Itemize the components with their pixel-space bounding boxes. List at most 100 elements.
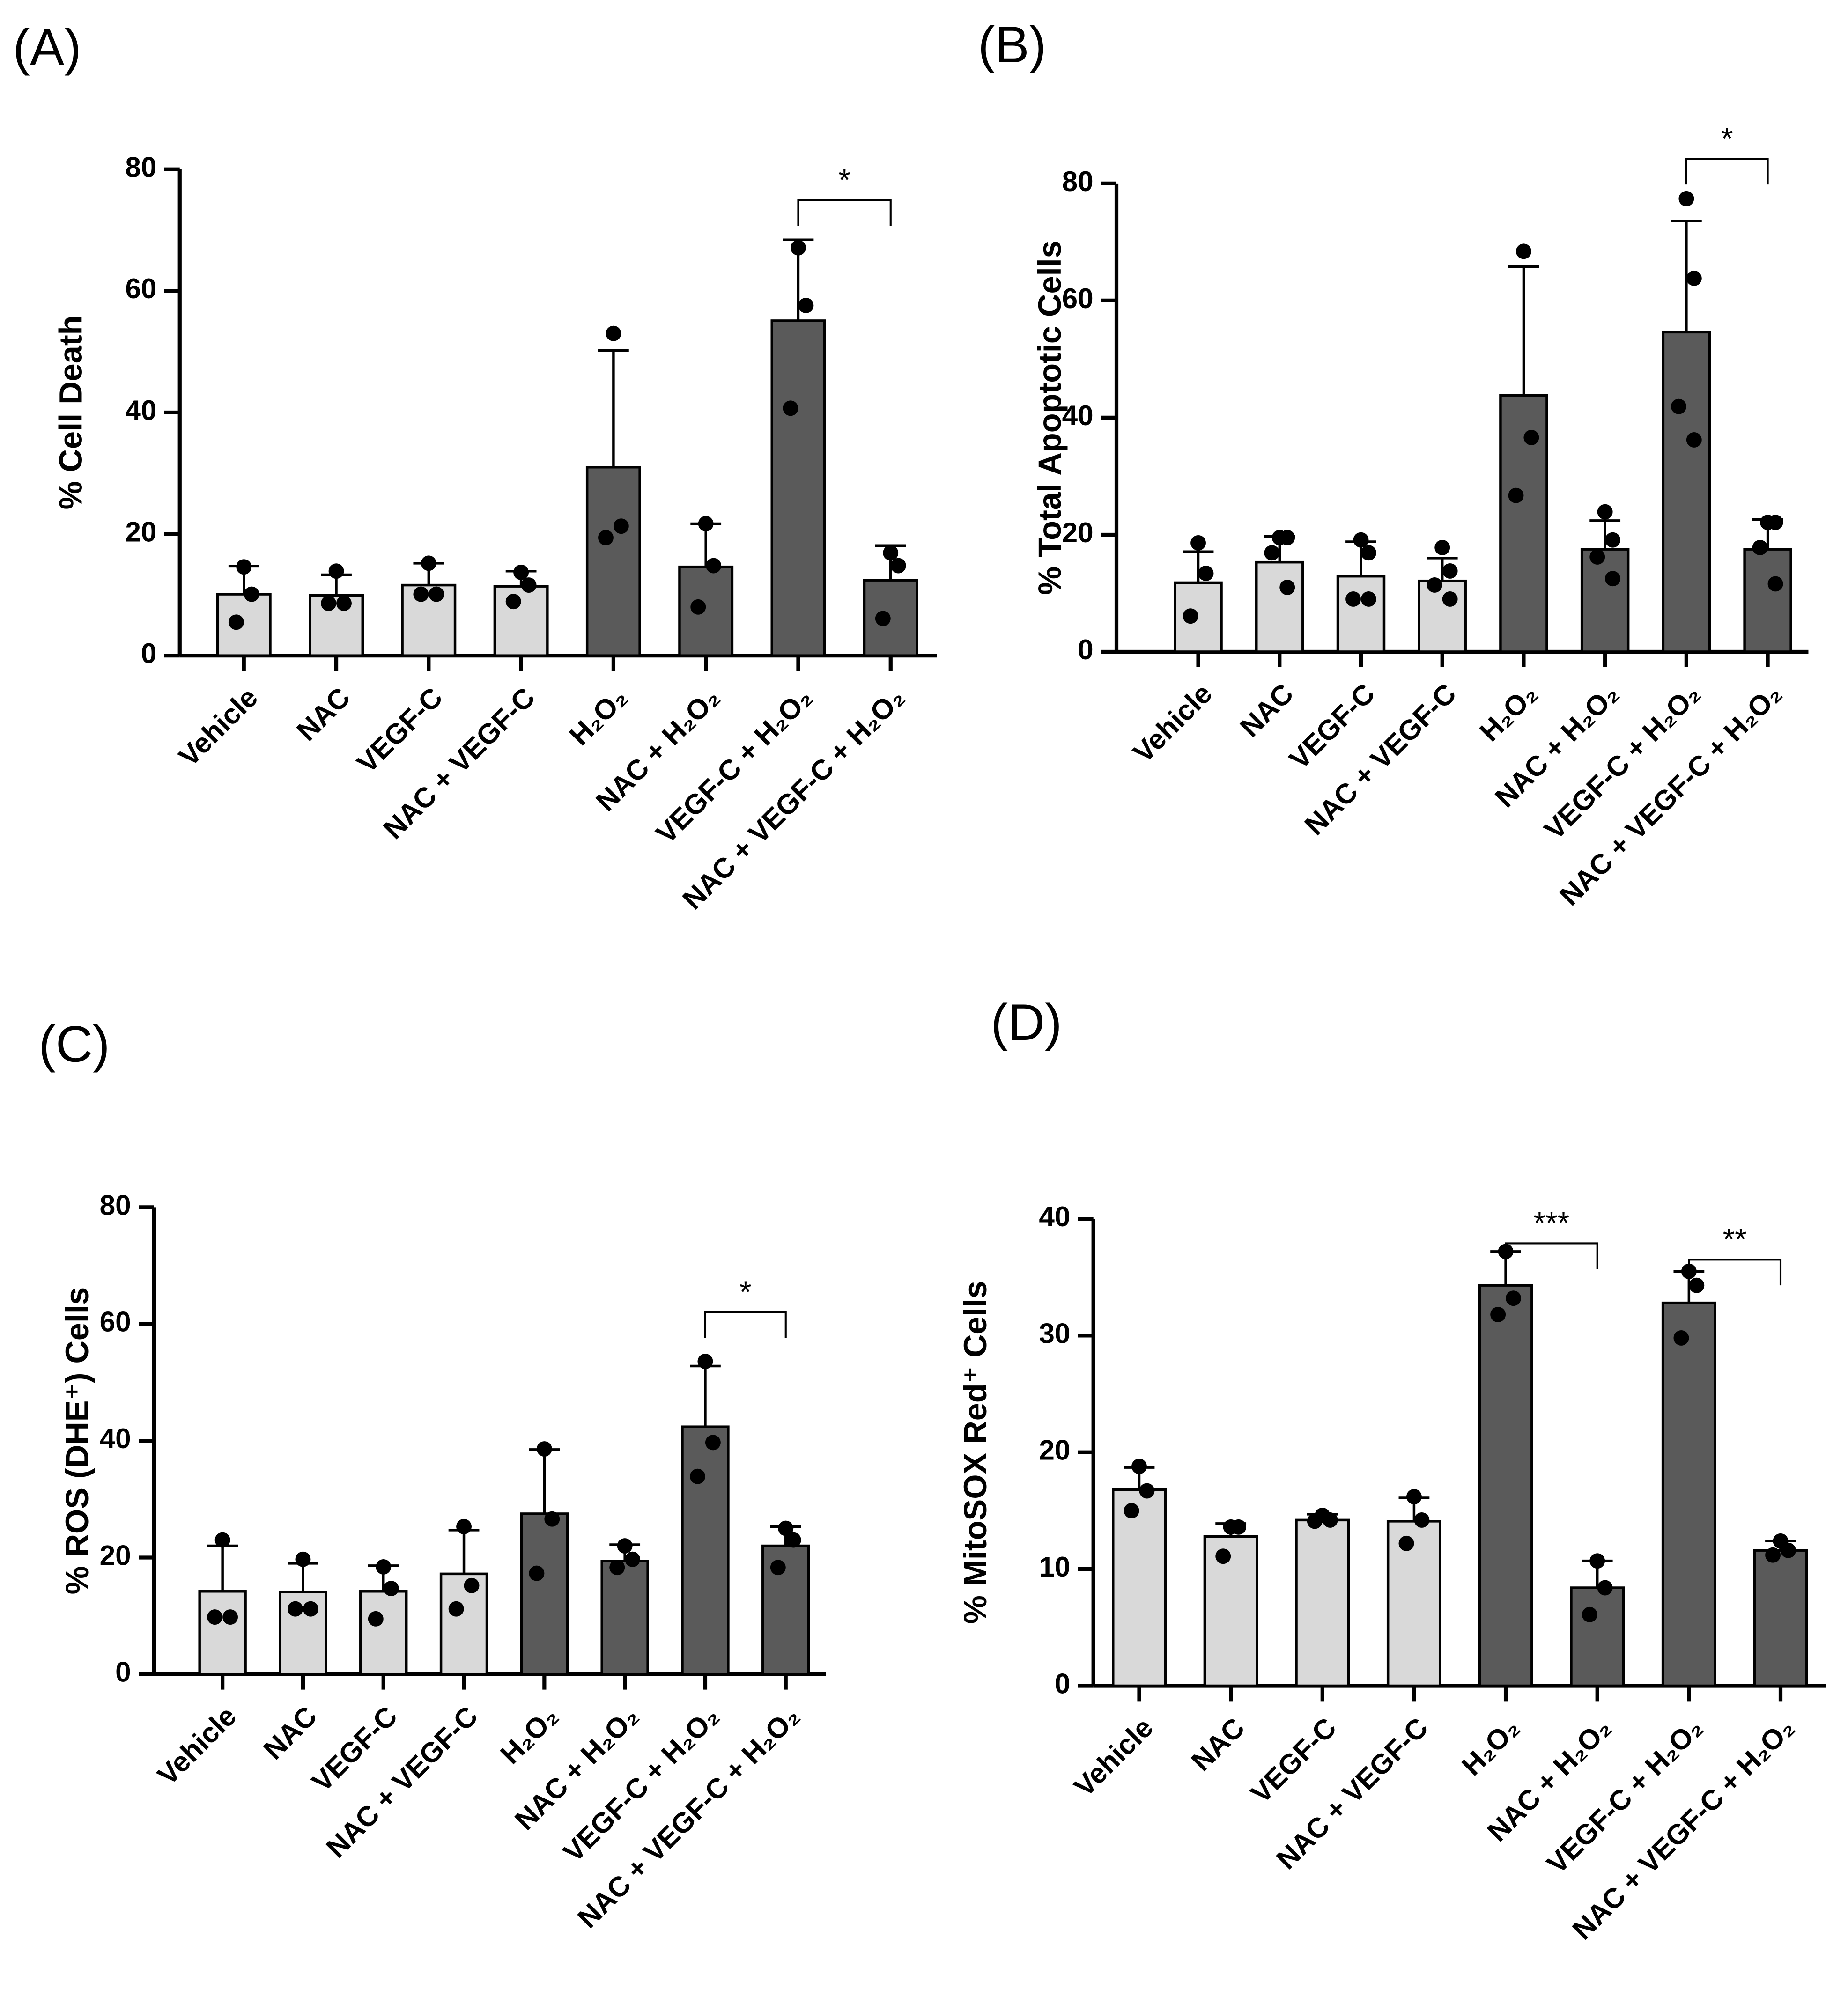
data-point bbox=[1398, 1535, 1414, 1551]
data-point bbox=[1434, 539, 1450, 555]
bar bbox=[1386, 1520, 1441, 1687]
y-tick-label: 0 bbox=[1078, 634, 1094, 665]
bar bbox=[600, 1560, 649, 1676]
data-point bbox=[1767, 576, 1783, 592]
x-tick-label: H₂O₂ bbox=[494, 1700, 564, 1770]
data-point bbox=[690, 1468, 705, 1484]
bar bbox=[1295, 1518, 1350, 1687]
data-point bbox=[1264, 545, 1280, 561]
data-point bbox=[1597, 504, 1613, 520]
y-tick-label: 0 bbox=[1055, 1667, 1071, 1699]
x-tick-label: NAC bbox=[1234, 678, 1299, 743]
data-point bbox=[1427, 577, 1442, 593]
significance-label: ** bbox=[1723, 1222, 1747, 1256]
data-point bbox=[1131, 1459, 1147, 1474]
bar bbox=[681, 1425, 730, 1676]
bar bbox=[1112, 1488, 1167, 1687]
data-point bbox=[883, 545, 899, 561]
data-point bbox=[1190, 535, 1206, 551]
data-point bbox=[1183, 608, 1198, 624]
bar bbox=[1255, 560, 1304, 653]
data-point bbox=[1515, 243, 1531, 259]
data-point bbox=[698, 516, 714, 531]
significance-bracket bbox=[1505, 1242, 1598, 1269]
data-point bbox=[798, 298, 814, 313]
data-point bbox=[1353, 532, 1369, 548]
y-axis-label: % MitoSOX Red⁺ Cells bbox=[957, 1281, 993, 1624]
data-point bbox=[207, 1609, 223, 1625]
data-point bbox=[1360, 545, 1376, 561]
significance-label: * bbox=[838, 162, 850, 197]
y-tick-label: 40 bbox=[125, 394, 156, 426]
data-point bbox=[321, 596, 337, 611]
bar bbox=[1418, 579, 1467, 653]
panel-label: (B) bbox=[978, 16, 1046, 74]
bar bbox=[678, 565, 734, 657]
data-point bbox=[690, 599, 706, 615]
bar bbox=[1478, 1284, 1533, 1687]
data-point bbox=[1752, 539, 1768, 555]
data-point bbox=[1442, 591, 1458, 607]
data-point bbox=[328, 563, 344, 579]
data-point bbox=[421, 555, 436, 571]
y-tick-label: 20 bbox=[100, 1539, 131, 1571]
data-point bbox=[875, 611, 891, 626]
y-tick-label: 60 bbox=[125, 273, 156, 304]
significance-bracket bbox=[797, 199, 892, 226]
y-axis-label: % Total Apoptotic Cells bbox=[1032, 240, 1068, 595]
x-tick-label: Vehicle bbox=[172, 681, 264, 773]
data-point bbox=[1124, 1503, 1139, 1518]
data-point bbox=[613, 518, 629, 534]
bar bbox=[493, 585, 549, 657]
data-point bbox=[1198, 565, 1214, 581]
x-tick-label: H₂O₂ bbox=[563, 681, 633, 752]
bar bbox=[585, 466, 641, 657]
significance-label: * bbox=[739, 1275, 752, 1309]
data-point bbox=[288, 1601, 303, 1617]
data-point bbox=[214, 1532, 230, 1548]
data-point bbox=[1523, 429, 1539, 445]
bar bbox=[1570, 1586, 1625, 1687]
data-point bbox=[429, 586, 444, 602]
data-point bbox=[383, 1581, 399, 1596]
data-point bbox=[1589, 549, 1605, 565]
x-tick-label: VEGF-C + H₂O₂ bbox=[1540, 1711, 1708, 1879]
x-tick-label: NAC bbox=[257, 1700, 323, 1765]
panel-label: (D) bbox=[991, 994, 1062, 1051]
y-axis-label: % Cell Death bbox=[52, 315, 89, 509]
data-point bbox=[1508, 487, 1524, 503]
y-tick-label: 60 bbox=[1062, 282, 1094, 314]
x-tick-label: NAC + VEGF-C bbox=[1298, 678, 1462, 841]
data-point bbox=[770, 1560, 786, 1576]
x-tick-label: VEGF-C + H₂O₂ bbox=[650, 681, 818, 849]
data-point bbox=[1678, 191, 1694, 206]
data-point bbox=[890, 558, 906, 574]
data-point bbox=[609, 1560, 625, 1576]
y-tick-label: 40 bbox=[1062, 399, 1094, 431]
bar bbox=[1580, 548, 1630, 653]
data-point bbox=[785, 1532, 801, 1548]
bar bbox=[401, 583, 457, 657]
data-point bbox=[1490, 1307, 1506, 1322]
data-point bbox=[1307, 1513, 1323, 1529]
data-point bbox=[625, 1551, 641, 1567]
x-tick-label: VEGF-C bbox=[351, 681, 449, 779]
data-point bbox=[783, 400, 798, 416]
data-point bbox=[376, 1559, 392, 1575]
significance-bracket bbox=[704, 1311, 787, 1338]
x-tick-label: Vehicle bbox=[1068, 1711, 1159, 1803]
data-point bbox=[1589, 1553, 1605, 1569]
significance-bracket bbox=[1685, 158, 1769, 185]
data-point bbox=[413, 586, 429, 602]
data-point bbox=[456, 1518, 472, 1534]
data-point bbox=[529, 1565, 545, 1581]
data-point bbox=[228, 614, 244, 630]
data-point bbox=[505, 594, 521, 610]
significance-label: *** bbox=[1534, 1205, 1570, 1240]
bar bbox=[770, 319, 826, 657]
data-point bbox=[1673, 1330, 1689, 1346]
data-point bbox=[368, 1611, 384, 1627]
data-point bbox=[1231, 1519, 1247, 1535]
data-point bbox=[705, 1435, 721, 1451]
